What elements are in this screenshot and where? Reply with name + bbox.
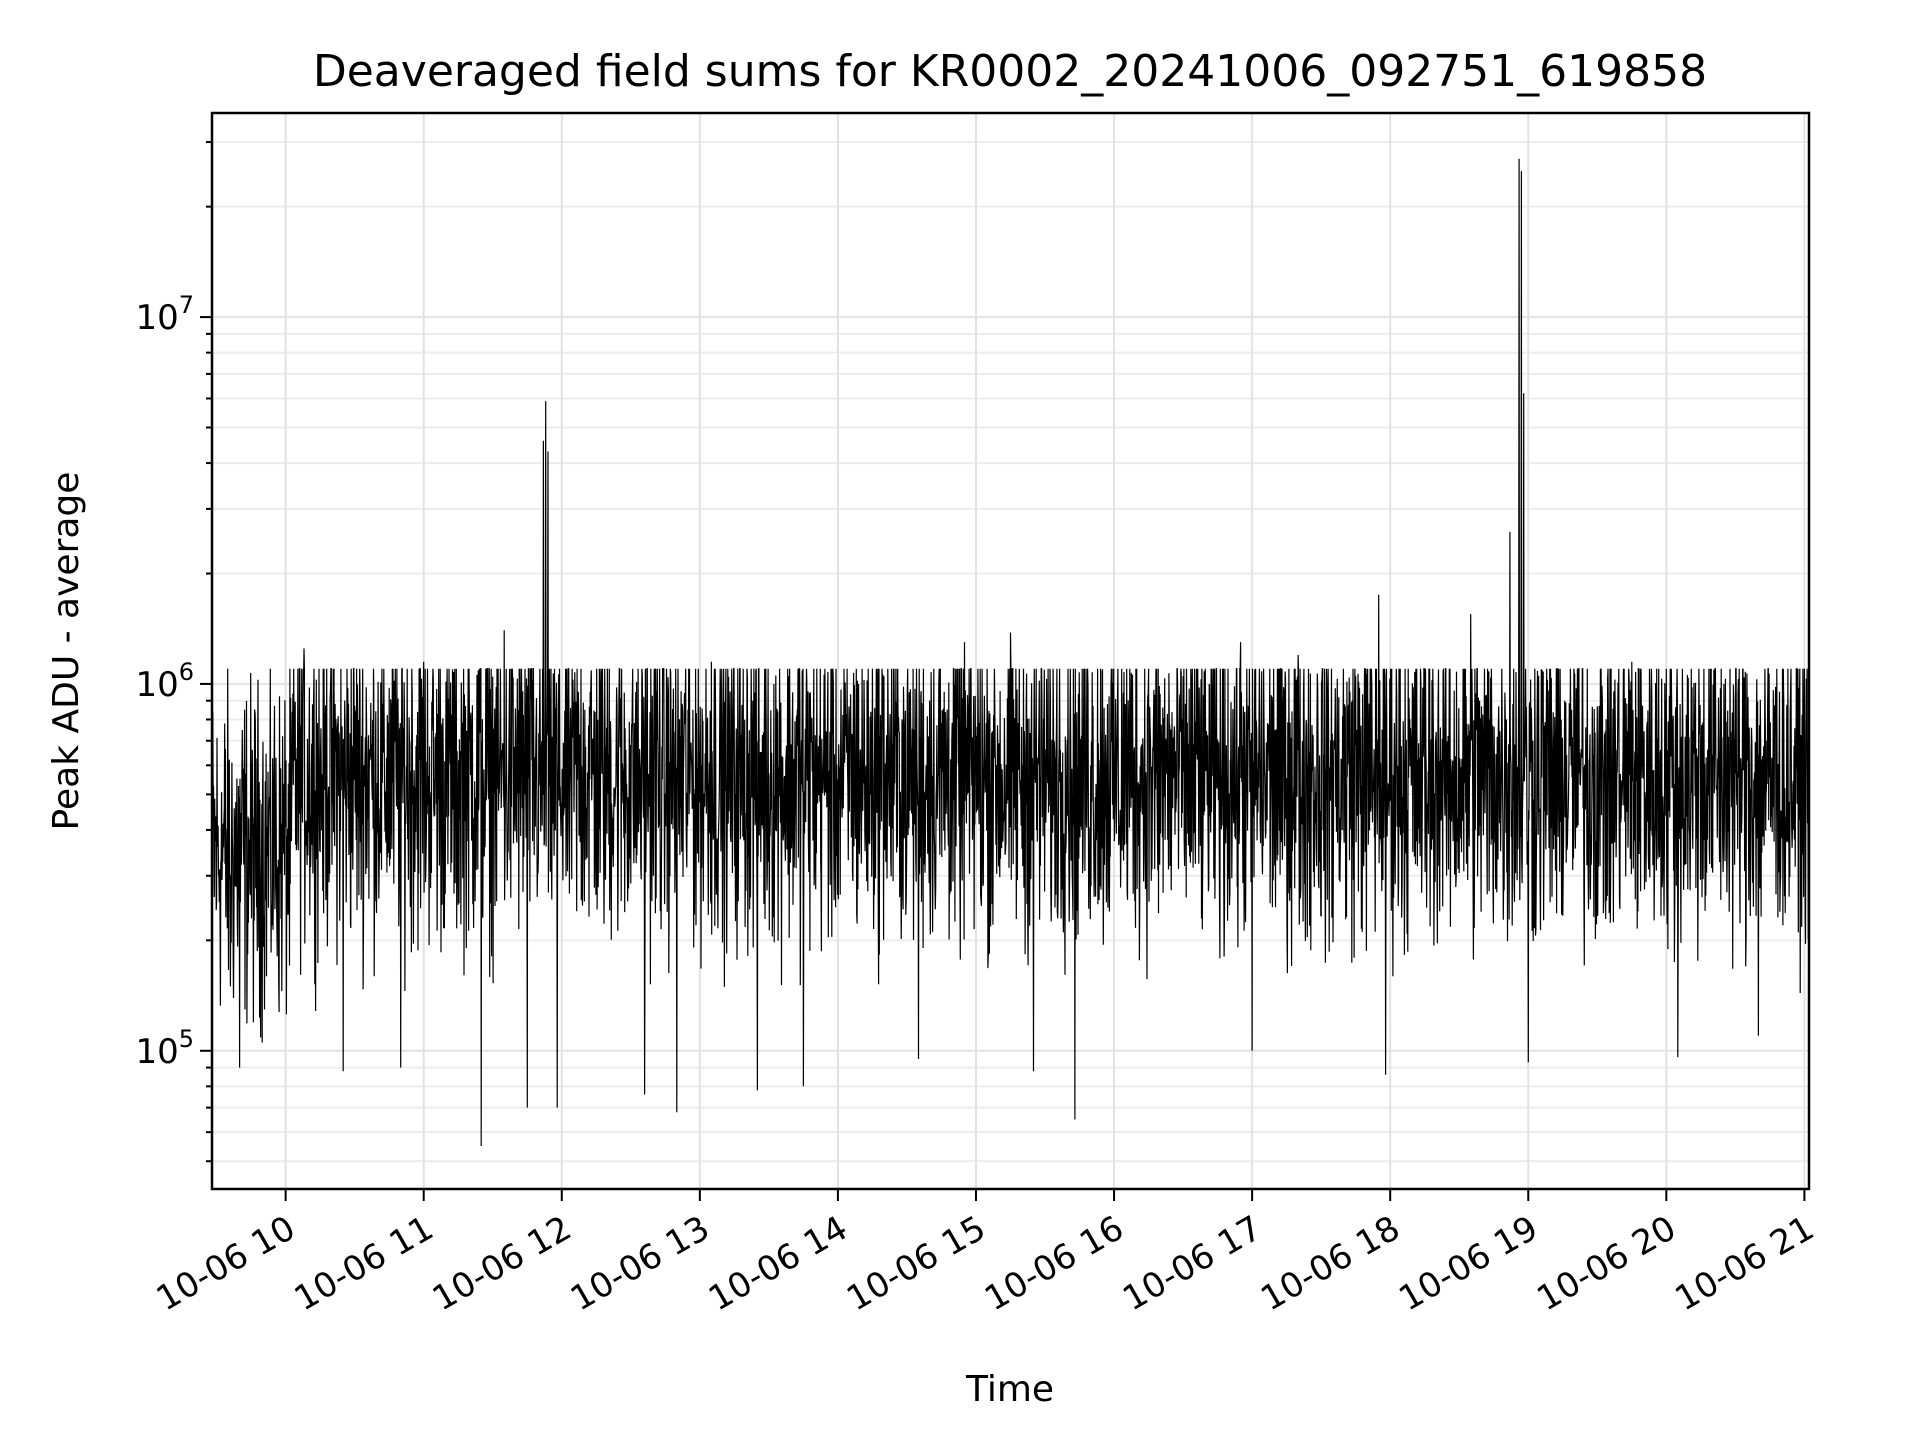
x-tick-label: 10-06 17	[1116, 1208, 1268, 1319]
y-tick-label: 107	[135, 291, 194, 338]
y-axis-label: Peak ADU - average	[46, 472, 87, 831]
y-tick-label: 105	[135, 1025, 194, 1072]
x-tick-label: 10-06 11	[288, 1208, 440, 1319]
plot-frame	[210, 111, 1811, 1191]
series-layer	[211, 158, 1810, 1147]
x-tick-label: 10-06 16	[978, 1208, 1130, 1319]
x-tick-label: 10-06 13	[564, 1208, 716, 1319]
y-tick-label: 106	[135, 658, 194, 705]
x-tick-label: 10-06 18	[1254, 1208, 1406, 1319]
series-line	[211, 158, 1810, 1147]
chart-title: Deaveraged field sums for KR0002_2024100…	[313, 46, 1707, 97]
x-tick-label: 10-06 20	[1530, 1208, 1682, 1319]
x-tick-label: 10-06 14	[702, 1208, 854, 1319]
x-tick-label: 10-06 15	[840, 1208, 992, 1319]
x-tick-label: 10-06 10	[150, 1208, 302, 1319]
x-axis-label: Time	[965, 1369, 1054, 1410]
x-tick-label: 10-06 12	[426, 1208, 578, 1319]
x-tick-label: 10-06 19	[1392, 1208, 1544, 1319]
x-tick-label: 10-06 21	[1669, 1208, 1821, 1319]
